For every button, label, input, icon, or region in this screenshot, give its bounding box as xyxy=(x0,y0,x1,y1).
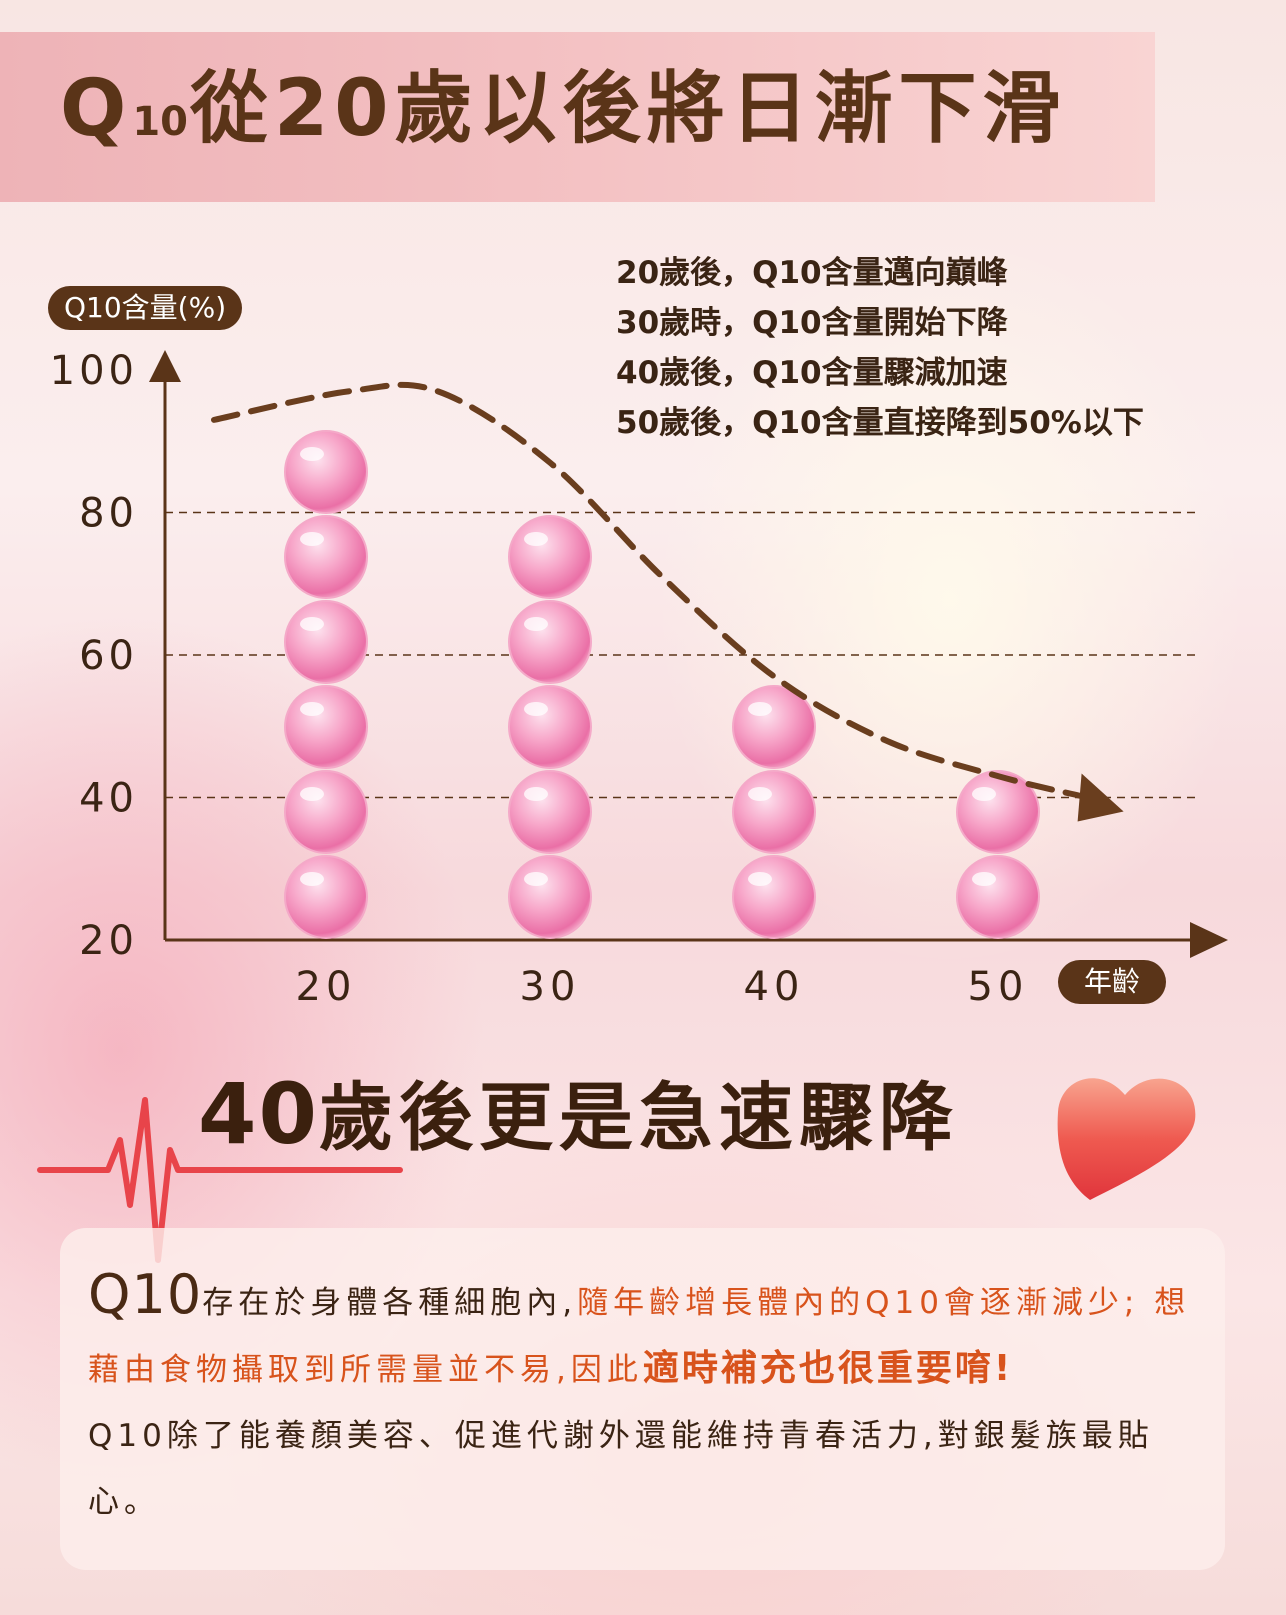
pearl-marker xyxy=(956,770,1040,854)
info-paragraph: Q10存在於身體各種細胞內,隨年齡增長體內的Q10會逐漸減少; 想藉由食物攝取到… xyxy=(88,1262,1208,1535)
heart-icon xyxy=(1057,1078,1196,1200)
pearl-marker xyxy=(508,600,592,684)
para-s4: Q10除了能養顏美容、促進代謝外還能維持青春活力,對銀髮族最貼心。 xyxy=(88,1418,1154,1520)
note-item: 20歲後，Q10含量邁向巔峰 xyxy=(616,255,1008,291)
pearl-highlight xyxy=(748,872,772,886)
y-tick-label: 60 xyxy=(79,633,138,679)
pearl-highlight xyxy=(524,617,548,631)
trend-line xyxy=(211,381,1124,822)
y-tick-labels: 100 80 60 40 20 xyxy=(50,348,138,964)
pearl-highlight xyxy=(300,872,324,886)
para-s1: 存在於身體各種細胞內, xyxy=(202,1285,578,1321)
pearl-marker xyxy=(508,855,592,939)
pearl-highlight xyxy=(300,617,324,631)
y-tick-label: 80 xyxy=(79,491,138,537)
pearl-marker xyxy=(284,855,368,939)
pearl-highlight xyxy=(300,447,324,461)
info-card xyxy=(60,1228,1225,1570)
note-item: 50歲後，Q10含量直接降到50%以下 xyxy=(616,405,1144,441)
pearl-marker xyxy=(284,600,368,684)
chart-axes xyxy=(149,350,1228,958)
headline: 40歲後更是急速驟降 xyxy=(198,1072,959,1156)
x-tick-label: 20 xyxy=(296,964,357,1010)
y-tick-label: 20 xyxy=(79,918,138,964)
pearl-highlight xyxy=(972,872,996,886)
pearl-marker xyxy=(956,855,1040,939)
note-item: 40歲後，Q10含量驟減加速 xyxy=(616,355,1008,391)
pearl-highlight xyxy=(524,532,548,546)
trend-curve xyxy=(211,381,1091,801)
heartbeat-line-icon xyxy=(37,1097,403,1263)
notes-list: 20歲後，Q10含量邁向巔峰 30歲時，Q10含量開始下降 40歲後，Q10含量… xyxy=(616,248,1144,448)
note-item: 30歲時，Q10含量開始下降 xyxy=(616,305,1008,341)
pearl-marker xyxy=(732,770,816,854)
pearl-highlight xyxy=(524,787,548,801)
pearl-highlight xyxy=(524,702,548,716)
x-axis-label: 年齡 xyxy=(1058,960,1167,1004)
pearl-highlight xyxy=(748,702,772,716)
headline-number: 40 xyxy=(198,1065,319,1163)
bar-20 xyxy=(284,430,368,939)
x-tick-labels: 20 30 40 50 xyxy=(296,964,1029,1010)
y-axis-arrow-icon xyxy=(149,350,181,382)
pearl-marker xyxy=(508,515,592,599)
pearl-highlight xyxy=(300,532,324,546)
pearl-marker xyxy=(732,685,816,769)
pearl-marker xyxy=(732,855,816,939)
x-tick-label: 40 xyxy=(744,964,805,1010)
para-lead: Q10 xyxy=(88,1263,203,1326)
pearl-highlight xyxy=(300,702,324,716)
pearl-marker xyxy=(284,515,368,599)
page-title: Q10從20歲以後將日漸下滑 xyxy=(60,70,1067,148)
headline-text: 歲後更是急速驟降 xyxy=(318,1075,959,1161)
pearl-highlight xyxy=(300,787,324,801)
title-subscript: 10 xyxy=(132,99,188,145)
y-axis-label: Q10含量(%) xyxy=(48,286,243,330)
pearl-highlight xyxy=(524,872,548,886)
q10-chart: 100 80 60 40 20 20 30 40 50 xyxy=(50,348,1228,1010)
bar-50 xyxy=(956,770,1040,939)
title-rest: 從20歲以後將日漸下滑 xyxy=(189,64,1067,154)
title-prefix: Q xyxy=(60,64,133,154)
bar-40 xyxy=(732,685,816,939)
y-tick-label: 100 xyxy=(50,348,138,394)
trend-arrow-icon xyxy=(1077,773,1124,822)
para-s3: 適時補充也很重要唷! xyxy=(642,1348,1014,1389)
y-tick-label: 40 xyxy=(79,776,138,822)
bar-30 xyxy=(508,515,592,939)
x-axis-arrow-icon xyxy=(1190,922,1228,958)
pearl-marker xyxy=(284,430,368,514)
title-band xyxy=(0,32,1155,202)
pearl-highlight xyxy=(748,787,772,801)
pearl-marker xyxy=(284,685,368,769)
pearl-marker xyxy=(508,685,592,769)
bar-marks xyxy=(284,430,1040,939)
x-tick-label: 50 xyxy=(968,964,1029,1010)
x-tick-label: 30 xyxy=(520,964,581,1010)
para-s2: 隨年齡增長體內的Q10會逐漸減少; 想藉由食物攝取到所需量並不易,因此 xyxy=(88,1285,1191,1388)
pearl-highlight xyxy=(972,787,996,801)
pearl-marker xyxy=(284,770,368,854)
pearl-marker xyxy=(508,770,592,854)
